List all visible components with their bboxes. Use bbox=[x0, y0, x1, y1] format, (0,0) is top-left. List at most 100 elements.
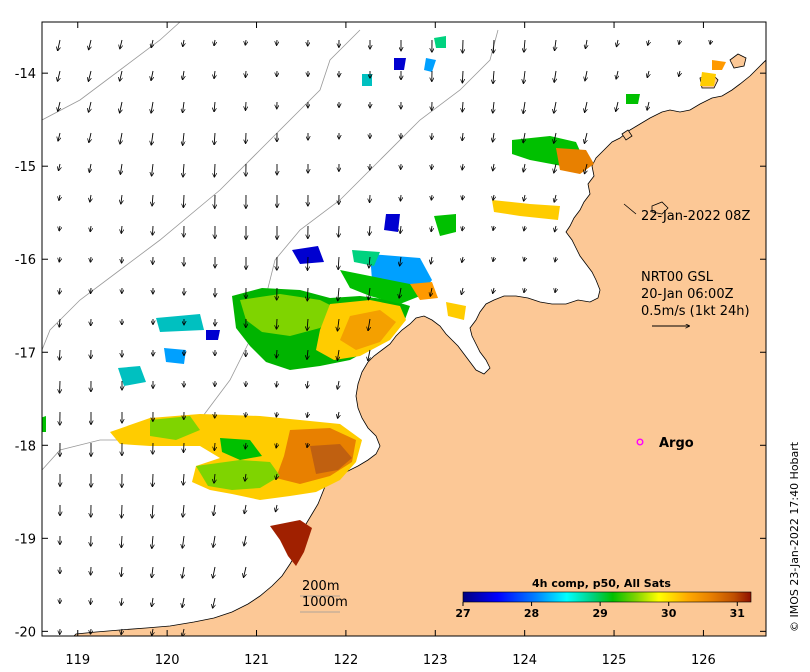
current-arrow bbox=[337, 349, 339, 360]
current-arrow bbox=[120, 132, 122, 144]
current-arrow bbox=[647, 70, 649, 77]
current-arrow bbox=[368, 318, 370, 330]
current-arrow bbox=[152, 628, 153, 635]
current-arrow bbox=[121, 535, 122, 547]
current-arrow bbox=[152, 163, 153, 176]
current-arrow bbox=[184, 442, 185, 452]
current-arrow bbox=[276, 349, 277, 358]
current-arrow bbox=[214, 504, 216, 515]
colorbar bbox=[462, 591, 752, 603]
y-tick-label: -20 bbox=[15, 625, 36, 640]
argo-marker bbox=[636, 438, 644, 446]
timestamp-label: 22-Jan-2022 08Z bbox=[641, 209, 750, 224]
current-arrow bbox=[647, 101, 649, 110]
x-tick-label: 122 bbox=[333, 653, 358, 668]
current-arrow bbox=[307, 442, 308, 447]
current-arrow bbox=[91, 628, 92, 634]
current-arrow bbox=[246, 70, 247, 77]
current-arrow bbox=[555, 256, 556, 261]
current-arrow bbox=[710, 40, 711, 44]
current-arrow bbox=[244, 504, 246, 513]
current-time-label: 20-Jan 06:00Z bbox=[641, 287, 734, 302]
y-axis: -14 -15 -16 -17 -18 -19 -20 bbox=[15, 67, 766, 640]
current-arrow bbox=[585, 163, 587, 173]
current-vector-field bbox=[58, 40, 711, 636]
current-arrow bbox=[432, 163, 433, 169]
current-arrow bbox=[89, 163, 91, 172]
current-arrow bbox=[246, 411, 247, 417]
current-arrow bbox=[120, 70, 122, 81]
current-arrow bbox=[493, 287, 494, 293]
current-arrow bbox=[58, 39, 60, 50]
current-arrow bbox=[245, 442, 246, 449]
current-arrow bbox=[524, 194, 525, 201]
current-arrow bbox=[89, 101, 91, 112]
current-arrow bbox=[151, 70, 153, 80]
current-arrow bbox=[555, 225, 556, 231]
island bbox=[729, 53, 747, 69]
current-arrow bbox=[338, 256, 339, 269]
current-arrow bbox=[616, 101, 618, 111]
current-arrow bbox=[369, 225, 370, 235]
current-arrow bbox=[554, 194, 556, 202]
current-arrow bbox=[183, 504, 184, 517]
current-arrow bbox=[554, 132, 556, 143]
current-arrow bbox=[183, 132, 184, 145]
current-arrow bbox=[121, 225, 122, 233]
current-arrow bbox=[244, 566, 246, 577]
current-arrow bbox=[214, 473, 215, 483]
current-source-label: NRT00 GSL bbox=[641, 270, 714, 285]
current-arrow bbox=[679, 39, 680, 44]
current-arrow bbox=[338, 411, 339, 418]
current-arrow bbox=[153, 473, 154, 486]
map-frame bbox=[41, 21, 767, 637]
current-arrow bbox=[120, 163, 122, 174]
current-arrow bbox=[151, 101, 153, 113]
current-arrow bbox=[400, 256, 401, 266]
current-arrow bbox=[59, 287, 60, 294]
current-arrow bbox=[59, 256, 60, 262]
island bbox=[651, 201, 669, 215]
current-arrow bbox=[679, 70, 680, 76]
current-arrow bbox=[555, 39, 556, 50]
current-arrow bbox=[585, 101, 587, 112]
current-arrow bbox=[120, 39, 122, 48]
current-arrow bbox=[152, 566, 153, 577]
current-arrow bbox=[152, 535, 153, 548]
current-arrow bbox=[493, 225, 494, 230]
isobath-200m-label: 200m bbox=[302, 579, 339, 594]
current-arrow bbox=[307, 411, 308, 417]
current-arrow bbox=[400, 225, 401, 233]
current-arrow bbox=[245, 39, 246, 45]
current-arrow bbox=[648, 39, 649, 45]
current-arrow bbox=[430, 287, 432, 296]
current-arrow bbox=[523, 132, 525, 142]
current-arrow bbox=[120, 101, 122, 113]
current-arrow bbox=[524, 225, 525, 230]
current-arrow bbox=[523, 101, 525, 113]
current-arrow bbox=[58, 101, 60, 111]
current-arrow bbox=[91, 256, 92, 262]
current-arrow bbox=[152, 597, 153, 606]
current-arrow bbox=[338, 318, 340, 331]
colorbar-ticks: 27 28 29 30 31 bbox=[455, 602, 745, 620]
isobath-1000m-inner bbox=[42, 22, 181, 121]
current-arrow bbox=[152, 504, 153, 518]
current-arrow bbox=[431, 194, 432, 200]
current-arrow bbox=[554, 70, 556, 82]
current-arrow bbox=[183, 70, 184, 79]
colorbar-tick-label: 29 bbox=[592, 607, 607, 620]
argo-label: Argo bbox=[659, 436, 694, 451]
current-arrow bbox=[121, 566, 122, 576]
current-arrow bbox=[90, 225, 91, 231]
current-arrow bbox=[462, 194, 463, 199]
x-tick-label: 124 bbox=[512, 653, 537, 668]
current-arrow bbox=[151, 39, 153, 47]
current-arrow bbox=[277, 318, 278, 329]
current-arrow bbox=[246, 101, 247, 110]
current-arrow bbox=[554, 101, 556, 113]
x-tick-label: 123 bbox=[423, 653, 448, 668]
current-arrow bbox=[368, 287, 370, 299]
x-tick-label: 119 bbox=[65, 653, 90, 668]
current-arrow bbox=[152, 194, 153, 206]
